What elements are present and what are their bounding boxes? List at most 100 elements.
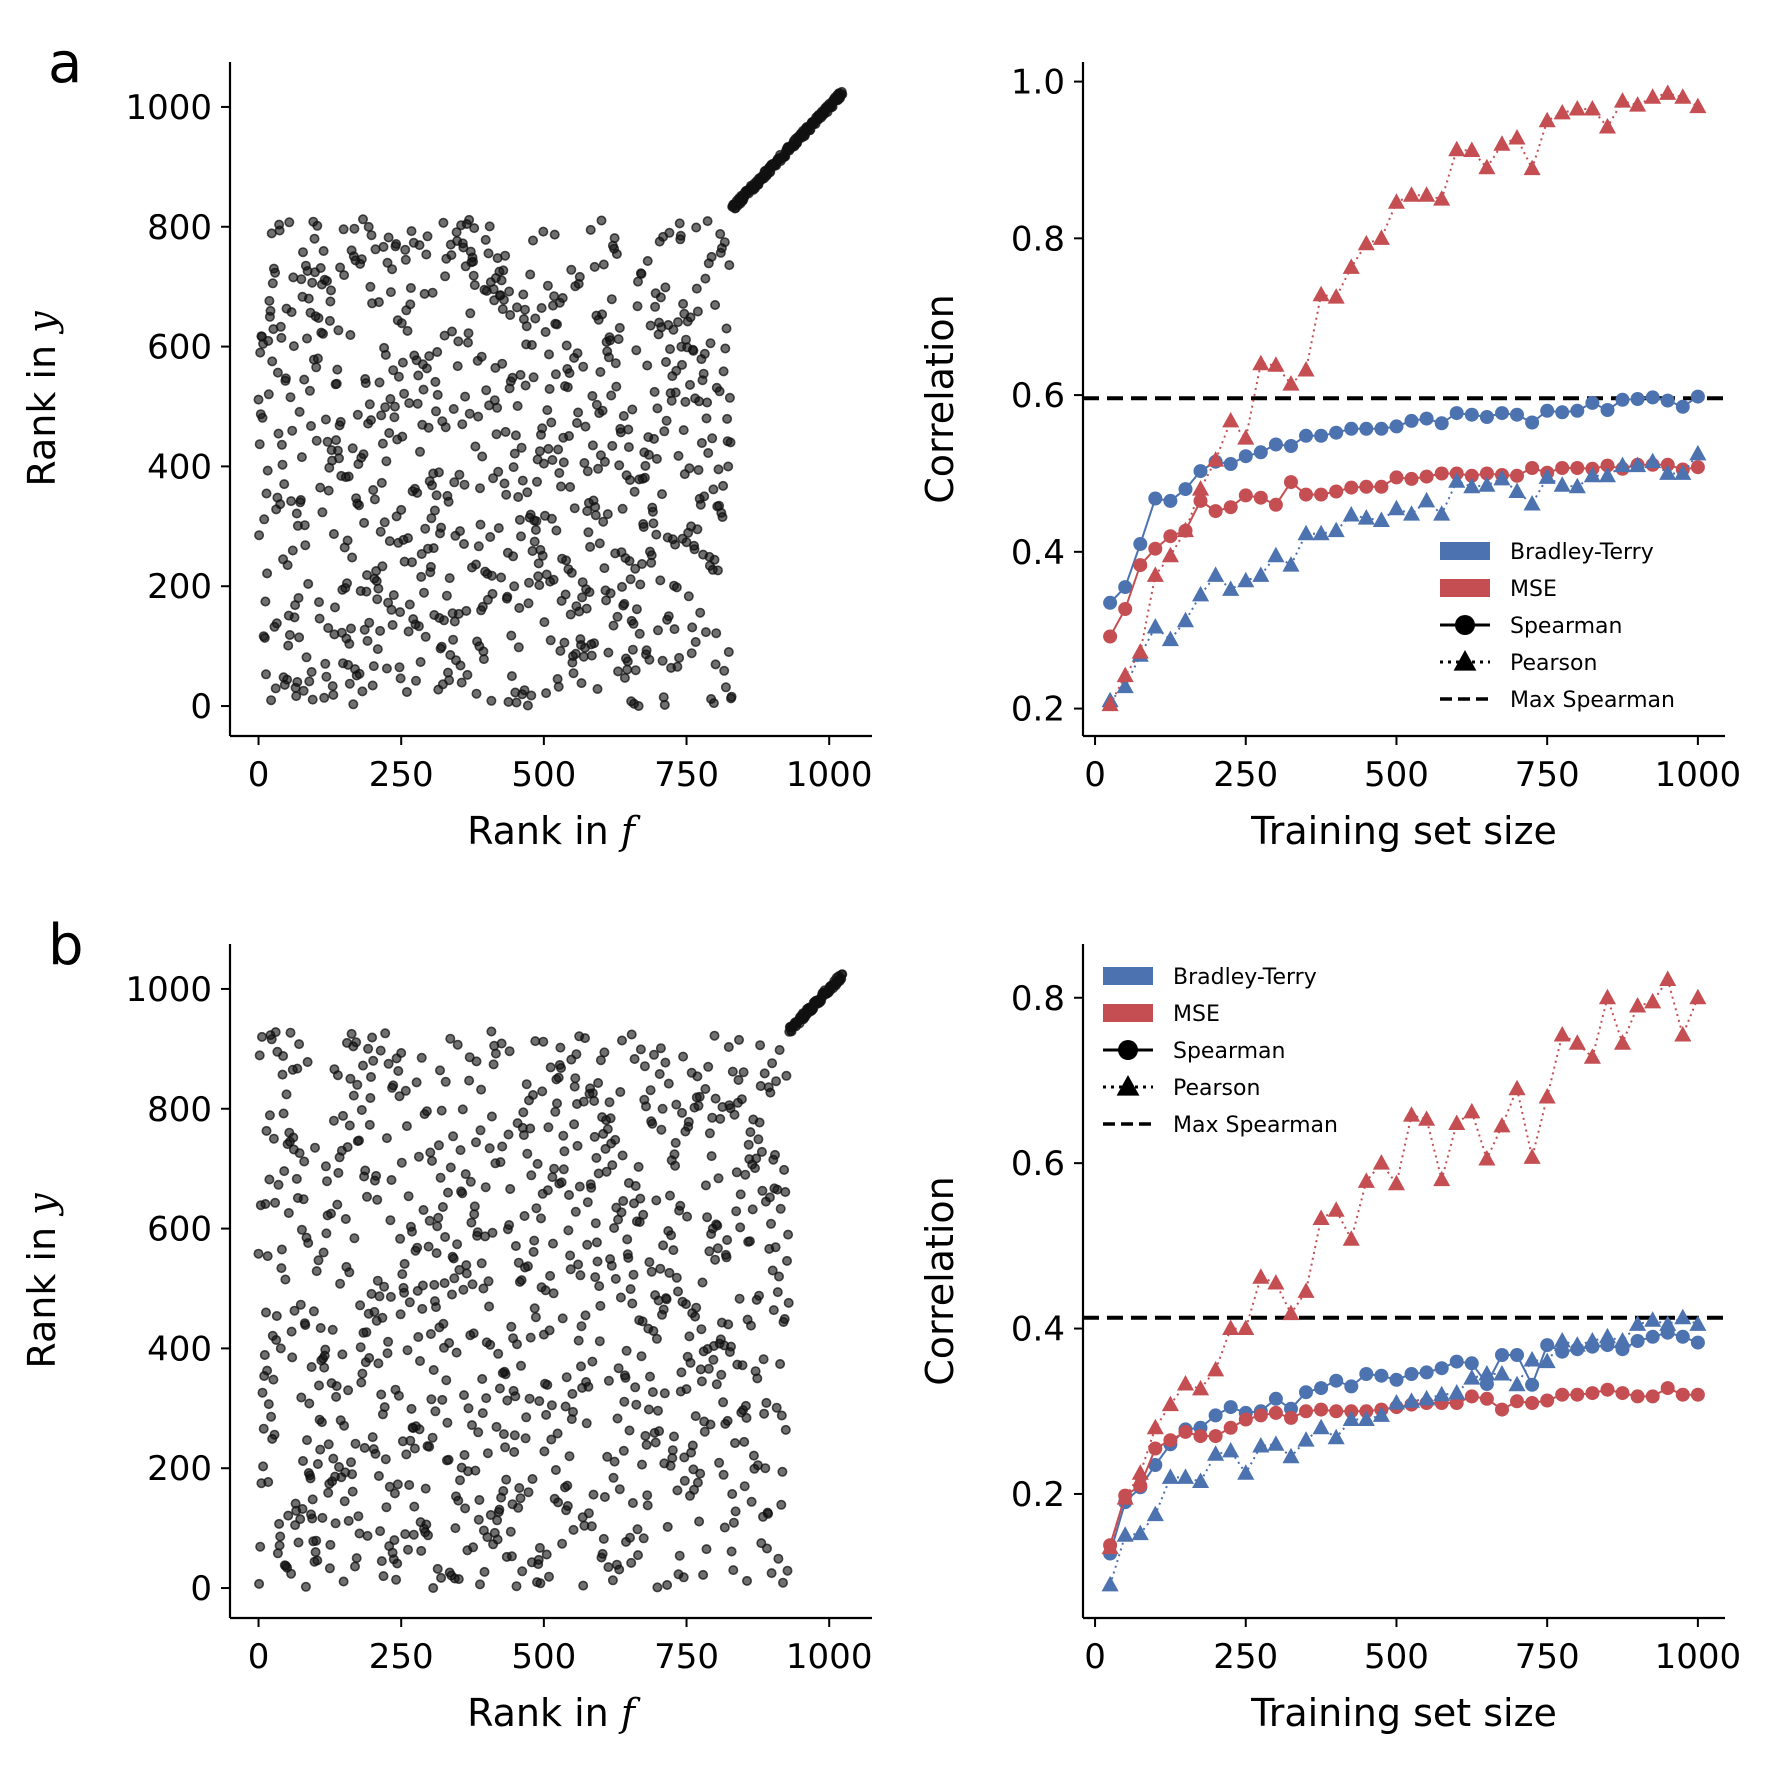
scatter-point [593,1168,604,1179]
scatter-point [379,1281,390,1292]
scatter-point [554,467,565,478]
scatter-point [525,1332,536,1343]
scatter-point [615,1087,626,1098]
scatter-point [428,1365,439,1376]
scatter-point [274,225,285,236]
scatter-point [646,1266,657,1277]
scatter-point [484,1301,495,1312]
scatter-point [473,541,484,552]
scatter-point [776,1410,787,1421]
scatter-point [422,231,433,242]
scatter-point [373,583,384,594]
corr-b-bt-pearson-marker [1312,1418,1330,1435]
scatter-point [500,1442,511,1453]
scatter-point [317,1512,328,1523]
scatter-point [614,1484,625,1495]
scatter-point [312,1555,323,1566]
scatter-point [740,1400,751,1411]
scatter-point [409,1443,420,1454]
scatter-point [416,548,427,559]
scatter-point [594,1281,605,1292]
corr-b-bt-pearson-marker [1508,1375,1526,1392]
corr-b-mse-pearson-marker [1357,1172,1375,1188]
scatter-point [721,323,732,334]
scatter-point [529,1235,540,1246]
scatter-point [455,660,466,671]
scatter-point [508,551,519,562]
scatter-point [448,634,459,645]
scatter-point [715,1113,726,1124]
scatter-point [269,1429,280,1440]
corr-b-bt-pearson-marker [1327,1428,1345,1445]
scatter-point [680,396,691,407]
scatter-point [354,668,365,679]
corr-a-bt-pearson-marker [1689,444,1707,461]
corr-b-bt-pearson-marker [1553,1331,1571,1348]
scatter-point [541,1409,552,1420]
corr-a-mse-pearson-marker [1553,103,1571,120]
scatter-point [369,1306,380,1317]
scatter-point [416,1545,427,1556]
scatter-point [411,1077,422,1088]
scatter-point [484,1143,495,1154]
scatter-point [299,1156,310,1167]
scatter-point [311,1266,322,1277]
scatter-point [327,681,338,692]
scatter-point [497,1141,508,1152]
scatter-point [431,490,442,501]
scatter-point [564,1451,575,1462]
scatter-point [641,645,652,656]
corr-a-bt-spearman-marker [1510,407,1524,422]
scatter-point [764,1192,775,1203]
scatter-point [477,601,488,612]
scatter-point [323,485,334,496]
scatter-b-x-tick-label: 750 [654,1637,719,1677]
scatter-point [729,1438,740,1449]
scatter-point [692,524,703,535]
scatter-point [329,602,340,613]
scatter-a-x-tick-label: 0 [248,755,270,795]
scatter-point [511,1339,522,1350]
scatter-point [348,1090,359,1101]
scatter-point [473,1514,484,1525]
scatter-point [331,1381,342,1392]
scatter-point [624,1532,635,1543]
scatter-point [597,1548,608,1559]
scatter-point [639,1061,650,1072]
scatter-point [534,580,545,591]
corr-b-bt-pearson-marker [1357,1410,1375,1427]
scatter-point [258,1461,269,1472]
scatter-point [445,1162,456,1173]
scatter-point [660,356,671,367]
scatter-point [519,304,530,315]
scatter-point [619,672,630,683]
scatter-point [301,652,312,663]
scatter-point [403,626,414,637]
scatter-point [462,669,473,680]
scatter-point [321,671,332,682]
legend-marker-triangle [1116,1075,1140,1096]
scatter-point [711,1379,722,1390]
scatter-point [781,1070,792,1081]
scatter-point [414,446,425,457]
scatter-point [558,457,569,468]
scatter-point [656,489,667,500]
scatter-point [722,413,733,424]
scatter-point [631,345,642,356]
scatter-point [386,604,397,615]
scatter-point [640,1430,651,1441]
scatter-point [514,602,525,613]
corr-a-mse-pearson-marker [1207,451,1225,467]
scatter-point [569,1119,580,1130]
scatter-point [498,265,509,276]
scatter-point [783,1229,794,1240]
scatter-point [401,1121,412,1132]
scatter-point [638,1533,649,1544]
scatter-point [379,1402,390,1413]
scatter-point [444,1338,455,1349]
scatter-point [537,1086,548,1097]
scatter-point [311,1535,322,1546]
scatter-point [481,385,492,396]
scatter-point [626,1029,637,1040]
corr-b-bt-spearman-marker [1675,1329,1690,1344]
